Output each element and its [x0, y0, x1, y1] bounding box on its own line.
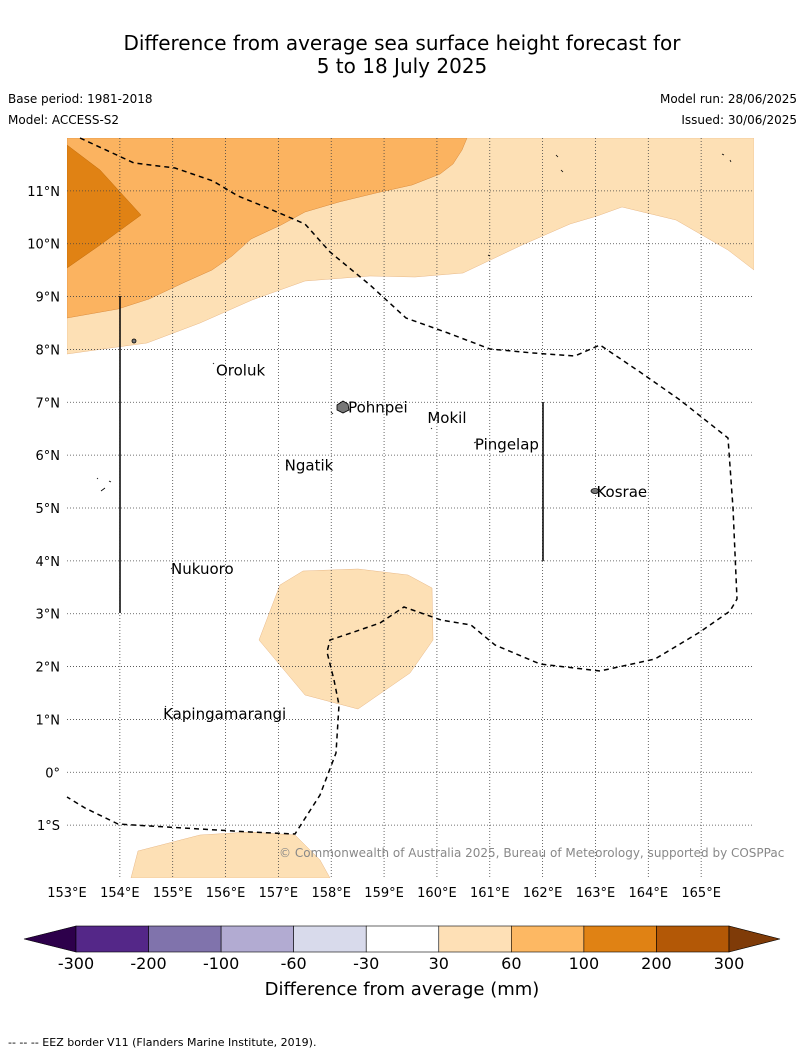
colorbar-tick-labels: -300 -200 -100 -60 -30 30 60 100 200 300 [58, 954, 744, 973]
colorbar-tick-label: -30 [353, 954, 379, 973]
longitude-tick-labels: 153°E 154°E 155°E 156°E 157°E 158°E 159°E 160°E… [47, 886, 721, 901]
colorbar-extend-high [728, 925, 781, 953]
longitude-tick-label: 163°E [576, 886, 616, 901]
model-label: Model: ACCESS-S2 [8, 113, 120, 127]
place-label: Kosrae [596, 483, 647, 501]
longitude-tick-label: 162°E [523, 886, 563, 901]
longitude-tick-label: 157°E [259, 886, 299, 901]
colorbar-tick-label: 30 [429, 954, 449, 973]
latitude-tick-label: 8°N [36, 343, 61, 358]
colorbar-tick-label: 300 [714, 954, 745, 973]
latitude-tick-label: 9°N [36, 291, 61, 306]
colorbar: -300 -200 -100 -60 -30 30 60 100 200 300 Differen… [23, 925, 781, 1000]
colorbar-segment [511, 925, 585, 953]
longitude-tick-label: 153°E [47, 886, 87, 901]
latitude-tick-label: 3°N [36, 608, 61, 623]
map-title: Difference from average sea surface heig… [0, 32, 804, 78]
latitude-tick-label: 10°N [27, 238, 60, 253]
longitude-tick-label: 164°E [629, 886, 669, 901]
latitude-tick-label: 0° [45, 766, 60, 781]
anomaly-region-100-200 [67, 144, 142, 269]
colorbar-tick-label: -300 [58, 954, 94, 973]
colorbar-tick-label: 100 [569, 954, 600, 973]
kosrae-island-shape [590, 488, 600, 494]
colorbar-tick-label: -100 [203, 954, 239, 973]
copyright-notice: © Commonwealth of Australia 2025, Bureau… [279, 846, 784, 860]
colorbar-segment [220, 925, 294, 953]
longitude-tick-label: 160°E [417, 886, 457, 901]
base-period-label: Base period: 1981-2018 [8, 92, 153, 106]
colorbar-segment [148, 925, 222, 953]
place-label: Pingelap [475, 436, 539, 454]
colorbar-segment [365, 925, 440, 953]
colorbar-title: Difference from average (mm) [265, 979, 540, 1000]
islet-shape [131, 338, 137, 344]
longitude-tick-label: 159°E [364, 886, 404, 901]
latitude-tick-label: 4°N [36, 555, 61, 570]
latitude-tick-label: 1°N [36, 713, 61, 728]
colorbar-tick-label: 60 [501, 954, 521, 973]
colorbar-segment [583, 925, 657, 953]
latitude-tick-label: 2°N [36, 661, 61, 676]
islands [131, 338, 600, 494]
latitude-tick-label: 7°N [36, 396, 61, 411]
place-labels: Oroluk Pohnpei Mokil Pingelap Ngatik Kosrae Nu… [163, 362, 647, 724]
sea-height-map: Oroluk Pohnpei Mokil Pingelap Ngatik Kosrae Nu… [27, 137, 784, 901]
title-line-1: Difference from average sea surface heig… [123, 31, 681, 55]
longitude-tick-label: 158°E [311, 886, 351, 901]
colorbar-tick-label: -60 [281, 954, 307, 973]
colorbar-segments [23, 925, 781, 953]
model-run-label: Model run: 28/06/2025 [659, 92, 797, 106]
title-line-2: 5 to 18 July 2025 [316, 54, 488, 78]
small-islets [96, 153, 732, 708]
place-label: Pohnpei [348, 399, 408, 417]
longitude-tick-label: 154°E [100, 886, 140, 901]
longitude-tick-label: 161°E [470, 886, 510, 901]
colorbar-segment [75, 925, 149, 953]
eez-footnote: -- -- -- EEZ border V11 (Flanders Marine… [8, 1036, 317, 1049]
longitude-tick-label: 155°E [153, 886, 193, 901]
latitude-tick-label: 1°S [37, 819, 60, 834]
colorbar-tick-label: -200 [130, 954, 166, 973]
pohnpei-island-shape [336, 400, 350, 414]
place-label: Oroluk [216, 362, 265, 380]
latitude-tick-label: 11°N [27, 185, 60, 200]
latitude-tick-labels: 11°N 10°N 9°N 8°N 7°N 6°N 5°N 4°N 3°N 2°N 1°N 0° 1°S [27, 185, 60, 834]
place-label: Ngatik [285, 457, 334, 475]
colorbar-segment [438, 925, 512, 953]
colorbar-tick-label: 200 [641, 954, 672, 973]
colorbar-extend-low [23, 925, 77, 953]
anomaly-region-30-60-south [130, 831, 331, 878]
colorbar-segment [293, 925, 367, 953]
latitude-tick-label: 5°N [36, 502, 61, 517]
place-label: Kapingamarangi [163, 705, 286, 723]
longitude-tick-label: 156°E [206, 886, 246, 901]
place-label: Mokil [427, 409, 466, 427]
issued-label: Issued: 30/06/2025 [681, 113, 797, 127]
place-label: Nukuoro [171, 560, 234, 578]
latitude-tick-label: 6°N [36, 449, 61, 464]
colorbar-segment [656, 925, 730, 953]
anomaly-region-30-60-central [258, 568, 434, 710]
eez-border [66, 137, 738, 835]
longitude-tick-label: 165°E [681, 886, 721, 901]
